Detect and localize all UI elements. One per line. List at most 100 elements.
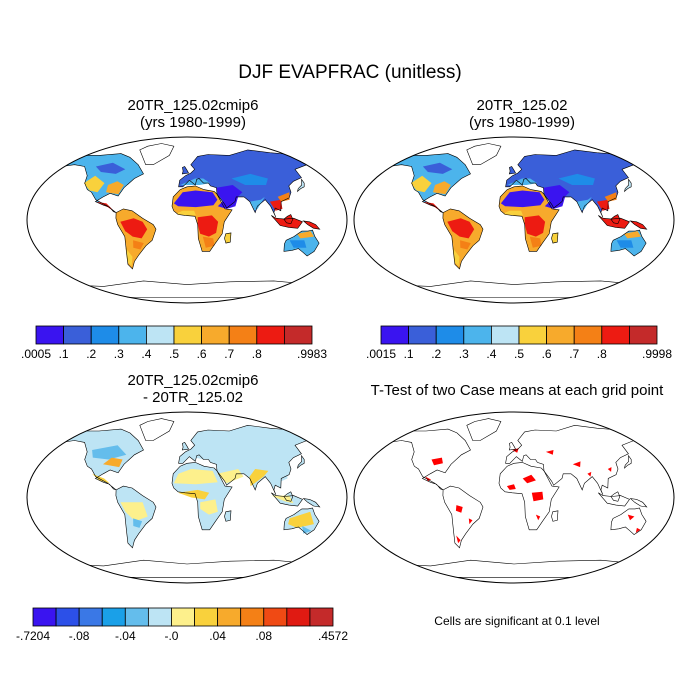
coastline-uk [181,166,190,175]
colorbar-tick-label: .5 [169,347,179,361]
colorbar-swatch [101,607,126,627]
data-region [176,210,196,216]
continent-madagascar [224,232,231,244]
colorbar-tick-label: -.7204 [16,629,50,643]
data-region [273,469,288,484]
data-region [200,499,218,515]
data-region [92,473,110,484]
data-region [204,516,215,526]
data-region [173,190,218,208]
colorbar-tick-label: .0005 [21,347,51,361]
continent-eurasia [505,425,648,495]
colorbar-swatch [240,607,265,627]
colorbar-swatch [90,325,120,345]
colorbar-swatch [55,607,80,627]
coastline-indonesia [271,492,303,507]
coastline-madagascar [551,232,559,244]
coastline-greenland [139,418,175,441]
globe-outline [26,136,348,304]
data-region [249,196,265,211]
colorbar-tick-label: .4 [486,347,496,361]
coastline-northAmerica [61,428,144,491]
continent-greenland [139,143,174,165]
colorbar-tick-label: .08 [255,629,272,643]
colorbar-tick-label: .6 [542,347,552,361]
data-region [249,469,269,487]
colorbar-tick-label: .3 [114,347,124,361]
colorbar-swatch [601,325,630,345]
colorbar-swatch [146,325,175,345]
data-region [627,514,635,521]
continent-uk [182,166,189,174]
colorbar-tick-label: -.08 [69,629,90,643]
colorbar-swatch [35,325,65,345]
data-region [422,162,453,174]
continent-africa [499,462,560,530]
coastline-borneo [283,491,294,502]
continent-australia [610,508,647,535]
coastline-greenland [139,143,175,165]
colorbar-tick-label: .3 [459,347,469,361]
coastline-antarctica [59,559,315,578]
coastline-greenland [466,143,502,165]
continent-newguinea [303,498,320,507]
data-region [197,215,219,237]
colorbar-swatch [408,325,437,345]
data-region [460,240,471,250]
data-region [231,173,268,185]
data-region [572,461,581,468]
colorbar-swatch [380,325,410,345]
colorbar-tick-label: .2 [86,347,96,361]
continent-greenland [466,143,501,165]
coastline-borneo [283,214,294,225]
panel-1-title: 20TR_125.02cmip6 (yrs 1980-1999) [127,97,259,131]
colorbar-swatch [194,607,219,627]
data-region [178,489,210,500]
coastline-madagascar [551,510,559,522]
data-region [558,173,595,185]
data-region [173,469,218,485]
colorbar-swatch [435,325,465,345]
continent-northAmerica [61,429,144,490]
colorbar-swatch [147,607,172,627]
continent-antarctica [60,560,314,578]
colorbar-swatch [491,325,520,345]
data-region [269,199,283,211]
colorbar-tick-label: .9998 [642,347,672,361]
colorbar-swatch [171,607,195,627]
data-region [83,175,105,193]
colorbar-tick-label: .0015 [366,347,396,361]
data-region [506,484,516,490]
continent-antarctica [60,280,314,298]
data-region [535,514,541,521]
data-region [531,491,544,502]
coastline-southAmerica [115,208,157,270]
coastline-southAmerica [442,485,484,549]
coastline-indonesia [598,492,630,507]
coastline-japan [296,178,305,193]
data-region [576,196,592,211]
data-region [103,457,123,468]
coastline-madagascar [224,232,232,244]
panel-4-map [353,411,675,584]
data-region [95,201,115,212]
continent-madagascar [551,510,558,522]
continent-newguinea [630,220,647,230]
colorbar-swatch [573,325,603,345]
colorbar-tick-label: .4 [141,347,151,361]
coastline-indonesia [598,215,630,229]
coastline-uk [508,166,517,175]
continent-antarctica [387,280,641,298]
colorbar-tick-label: .4572 [318,629,348,643]
continent-japan [297,455,305,468]
coastline-greenland [466,418,502,441]
continent-borneo [610,491,620,502]
data-region [524,215,546,237]
coastline-africa [498,462,560,531]
figure-title: DJF EVAPFRAC (unitless) [238,62,462,83]
continent-greenland [466,418,501,441]
coastline-japan [623,454,632,469]
panel-2-colorbar: .0015 .1 .2 .3 .4 .5 .6 .7 .8 .9998 [366,325,672,361]
data-region [503,210,523,216]
colorbar-swatch [518,325,548,345]
